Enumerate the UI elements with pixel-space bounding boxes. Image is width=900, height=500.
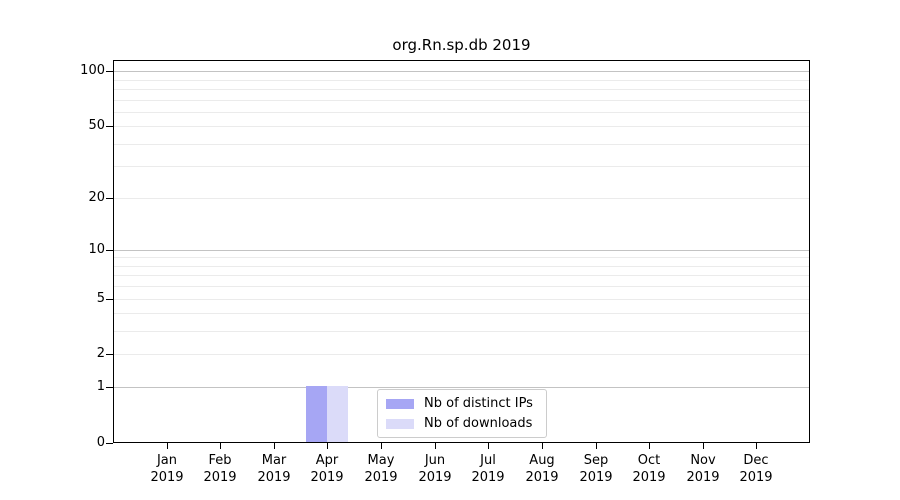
x-tick-jan [167,443,168,449]
x-tick-year-may: 2019 [364,469,398,485]
y-tick-label-2: 2 [96,346,105,361]
gridline-minor-90 [114,80,809,81]
x-tick-apr [327,443,328,449]
gridline-minor-60 [114,112,809,113]
x-tick-month-aug: Aug [529,453,555,468]
x-tick-year-nov: 2019 [686,469,720,485]
x-tick-year-feb: 2019 [203,469,237,485]
gridline-minor-7 [114,275,809,276]
x-tick-label-jul: Jul 2019 [458,453,518,486]
y-tick-label-20: 20 [88,190,105,205]
x-tick-label-aug: Aug 2019 [512,453,572,486]
x-tick-month-feb: Feb [208,453,232,468]
bar-nb-of-downloads-apr [327,386,348,442]
gridline-minor-4 [114,313,809,314]
gridline-minor-70 [114,100,809,101]
y-tick-0 [106,443,113,444]
y-tick-label-50: 50 [88,118,105,133]
x-tick-label-dec: Dec 2019 [726,453,786,486]
x-tick-aug [542,443,543,449]
gridline-minor-8 [114,266,809,267]
x-tick-label-apr: Apr 2019 [297,453,357,486]
gridline-major-1 [114,387,809,388]
y-tick-label-5: 5 [96,291,105,306]
x-tick-jun [435,443,436,449]
y-tick-label-1: 1 [96,379,105,394]
x-tick-year-apr: 2019 [310,469,344,485]
x-tick-label-jun: Jun 2019 [405,453,465,486]
gridline-major-10 [114,250,809,251]
x-tick-sep [596,443,597,449]
x-tick-month-may: May [367,453,395,468]
y-tick-10 [106,250,113,251]
gridline-minor-40 [114,144,809,145]
x-tick-year-aug: 2019 [525,469,559,485]
x-tick-month-sep: Sep [583,453,609,468]
x-tick-jul [488,443,489,449]
x-tick-may [381,443,382,449]
legend-swatch-nb-of-distinct-ips [386,398,414,409]
y-tick-label-0: 0 [96,435,105,450]
gridline-minor-9 [114,257,809,258]
x-tick-month-mar: Mar [261,453,287,468]
legend-item-nb-of-distinct-ips: Nb of distinct IPs [378,395,546,412]
x-tick-month-dec: Dec [743,453,769,468]
x-tick-month-nov: Nov [690,453,716,468]
gridline-minor-30 [114,166,809,167]
x-tick-oct [649,443,650,449]
plot-area [113,60,810,443]
x-tick-label-jan: Jan 2019 [137,453,197,486]
x-tick-dec [756,443,757,449]
x-tick-nov [703,443,704,449]
y-tick-50 [106,126,113,127]
y-tick-label-10: 10 [88,242,105,257]
x-tick-year-sep: 2019 [579,469,613,485]
legend-label-nb-of-downloads: Nb of downloads [424,416,533,431]
x-tick-month-jan: Jan [156,453,178,468]
x-tick-year-jul: 2019 [471,469,505,485]
x-tick-year-oct: 2019 [632,469,666,485]
x-tick-label-may: May 2019 [351,453,411,486]
y-tick-1 [106,387,113,388]
x-tick-month-apr: Apr [315,453,339,468]
x-tick-year-jan: 2019 [150,469,184,485]
x-tick-month-jul: Jul [480,453,496,468]
x-tick-label-feb: Feb 2019 [190,453,250,486]
bar-nb-of-distinct-ips-apr [306,386,327,442]
gridline-minor-2 [114,354,809,355]
y-tick-label-100: 100 [80,63,105,78]
x-tick-mar [274,443,275,449]
gridline-minor-50 [114,126,809,127]
gridline-minor-3 [114,331,809,332]
x-tick-feb [220,443,221,449]
x-tick-label-nov: Nov 2019 [673,453,733,486]
legend-label-nb-of-distinct-ips: Nb of distinct IPs [424,396,533,411]
x-tick-year-jun: 2019 [418,469,452,485]
x-tick-label-mar: Mar 2019 [244,453,304,486]
x-tick-year-dec: 2019 [739,469,773,485]
y-tick-20 [106,198,113,199]
legend-item-nb-of-downloads: Nb of downloads [378,415,546,432]
y-tick-2 [106,354,113,355]
gridline-minor-80 [114,89,809,90]
gridline-minor-5 [114,299,809,300]
x-tick-year-mar: 2019 [257,469,291,485]
legend-swatch-nb-of-downloads [386,418,414,429]
x-tick-label-sep: Sep 2019 [566,453,626,486]
y-tick-100 [106,71,113,72]
gridline-minor-20 [114,198,809,199]
gridline-major-100 [114,71,809,72]
gridline-minor-6 [114,286,809,287]
chart-title: org.Rn.sp.db 2019 [392,36,531,54]
x-tick-label-oct: Oct 2019 [619,453,679,486]
legend: Nb of distinct IPs Nb of downloads [377,389,547,438]
y-tick-5 [106,299,113,300]
x-tick-month-jun: Jun [424,453,446,468]
x-tick-month-oct: Oct [637,453,661,468]
